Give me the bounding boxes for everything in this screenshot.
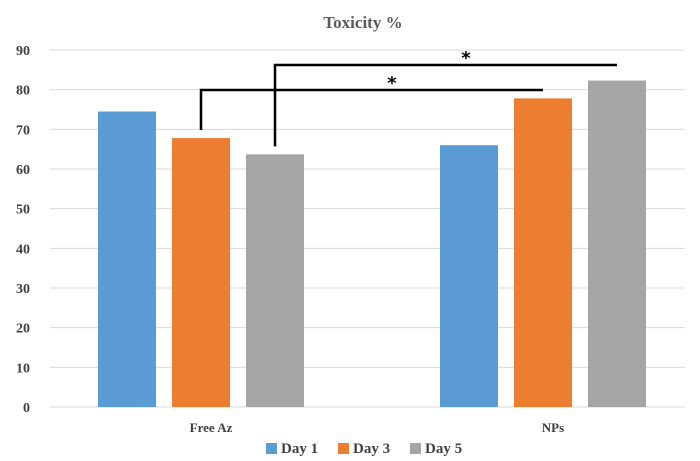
annotation-layer: ** xyxy=(199,48,617,147)
bar-day-3-free-az xyxy=(172,138,230,407)
legend-label: Day 5 xyxy=(425,441,462,457)
y-tick-label: 40 xyxy=(16,242,30,257)
legend-label: Day 1 xyxy=(281,441,318,457)
category-label: NPs xyxy=(542,420,564,435)
y-tick-label: 70 xyxy=(16,123,30,138)
bars-layer xyxy=(98,80,646,407)
legend-swatch xyxy=(338,443,349,454)
bar-day-5-nps xyxy=(588,80,646,407)
bar-day-5-free-az xyxy=(246,154,304,407)
y-axis-ticks: 0 10 20 30 40 50 60 70 80 90 xyxy=(16,44,30,416)
legend-label: Day 3 xyxy=(353,441,390,457)
y-tick-label: 60 xyxy=(16,163,30,178)
y-tick-label: 30 xyxy=(16,282,30,297)
legend-swatch xyxy=(266,443,277,454)
y-tick-label: 50 xyxy=(16,203,30,218)
y-tick-label: 10 xyxy=(16,361,30,376)
significance-marker: * xyxy=(461,48,471,69)
significance-bracket xyxy=(273,63,617,147)
bar-day-1-nps xyxy=(440,145,498,407)
bar-day-1-free-az xyxy=(98,111,156,407)
significance-marker: * xyxy=(387,73,397,94)
x-axis-categories: Free Az NPs xyxy=(190,420,565,435)
bar-day-3-nps xyxy=(514,98,572,407)
y-tick-label: 80 xyxy=(16,84,30,99)
legend: Day 1 Day 3 Day 5 xyxy=(266,441,462,457)
y-tick-label: 20 xyxy=(16,322,30,337)
chart-title: Toxicity % xyxy=(323,13,402,32)
legend-swatch xyxy=(410,443,421,454)
y-tick-label: 0 xyxy=(23,401,30,416)
significance-bracket xyxy=(199,88,543,131)
category-label: Free Az xyxy=(190,420,233,435)
y-tick-label: 90 xyxy=(16,44,30,59)
